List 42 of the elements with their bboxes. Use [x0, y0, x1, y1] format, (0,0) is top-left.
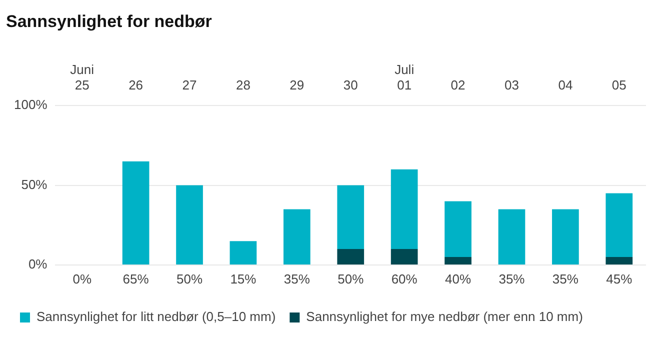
- bar: [283, 209, 310, 264]
- x-tick-label: 26: [128, 77, 144, 92]
- bar: [606, 193, 633, 258]
- total-label: 45%: [606, 272, 633, 287]
- total-label: 35%: [498, 272, 526, 287]
- total-label: 35%: [552, 272, 579, 287]
- bar: [390, 169, 418, 250]
- x-tick-label: Juli 01: [394, 62, 414, 92]
- bar: [176, 185, 203, 264]
- total-label: 35%: [284, 272, 310, 287]
- x-tick-label: Juni 25: [70, 62, 94, 92]
- total-label: 50%: [176, 272, 203, 287]
- x-tick-label: 28: [236, 77, 250, 92]
- total-label: 65%: [122, 272, 150, 287]
- total-label: 40%: [445, 272, 472, 287]
- bar: [444, 257, 472, 264]
- x-tick-label: 05: [612, 77, 626, 92]
- bar: [122, 161, 150, 264]
- x-tick-label: 02: [450, 77, 466, 92]
- legend-label: Sannsynlighet for litt nedbør (0,5–10 mm): [36, 309, 276, 324]
- y-tick-label: 50%: [21, 176, 48, 192]
- bar: [444, 201, 472, 258]
- y-tick-label: 100%: [14, 97, 48, 112]
- x-tick-label: 29: [290, 77, 304, 92]
- bar: [498, 209, 526, 264]
- bar: [606, 257, 633, 264]
- x-tick-label: 30: [343, 77, 358, 92]
- bar: [230, 241, 257, 264]
- legend-label: Sannsynlighet for mye nedbør (mer enn 10 mm): [306, 309, 583, 324]
- bar: [390, 249, 418, 264]
- x-tick-label: 04: [558, 77, 573, 92]
- bar: [337, 185, 364, 250]
- total-label: 0%: [72, 272, 92, 287]
- bar: [552, 209, 579, 264]
- x-tick-label: 27: [182, 77, 197, 92]
- total-label: 15%: [230, 272, 257, 287]
- x-tick-label: 03: [504, 77, 519, 92]
- total-label: 60%: [391, 272, 418, 287]
- chart-title: Sannsynlighet for nedbør: [6, 12, 212, 31]
- bar: [337, 249, 364, 264]
- y-tick-label: 0%: [28, 256, 48, 272]
- total-label: 50%: [338, 272, 364, 287]
